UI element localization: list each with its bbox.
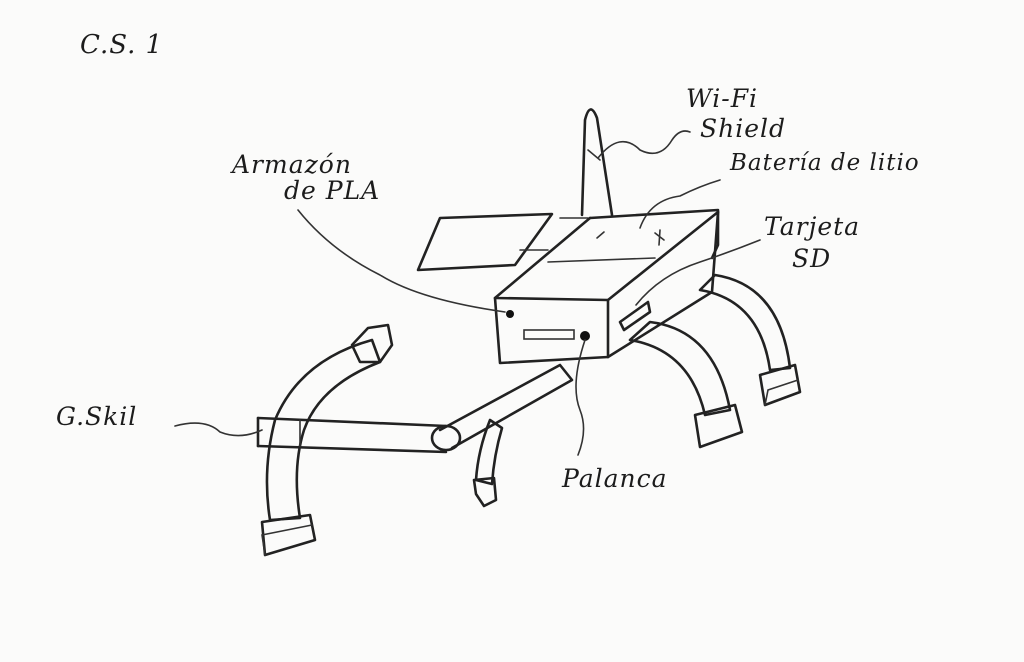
- leg-back-right: [698, 273, 802, 407]
- leg-middle: [472, 418, 504, 508]
- leader-tarjeta: [635, 239, 761, 306]
- label-tarjeta-line1: Tarjeta: [764, 212, 861, 241]
- robot-body-box: [493, 208, 720, 365]
- leader-armazon: [297, 209, 506, 313]
- label-wifi-line2: Shield: [700, 114, 787, 143]
- leader-bateria: [639, 179, 721, 229]
- leg-front-right: [628, 320, 744, 449]
- label-armazon-line2: de PLA: [284, 176, 381, 205]
- leg-front-left: [260, 323, 394, 557]
- label-armazon-line1: Armazón: [232, 150, 352, 179]
- leader-wifi: [597, 130, 691, 159]
- leader-palanca: [575, 339, 586, 456]
- lever-arm: [256, 363, 574, 454]
- label-palanca: Palanca: [562, 464, 668, 493]
- sheet-id: C.S. 1: [80, 30, 164, 60]
- label-gskil: G.Skil: [56, 402, 138, 431]
- leader-gskil: [174, 422, 263, 437]
- wifi-antenna: [580, 108, 614, 217]
- label-bateria: Batería de litio: [730, 150, 920, 176]
- pla-plate: [416, 212, 589, 272]
- label-tarjeta-line2: SD: [792, 244, 832, 273]
- label-wifi-line1: Wi-Fi: [686, 84, 759, 113]
